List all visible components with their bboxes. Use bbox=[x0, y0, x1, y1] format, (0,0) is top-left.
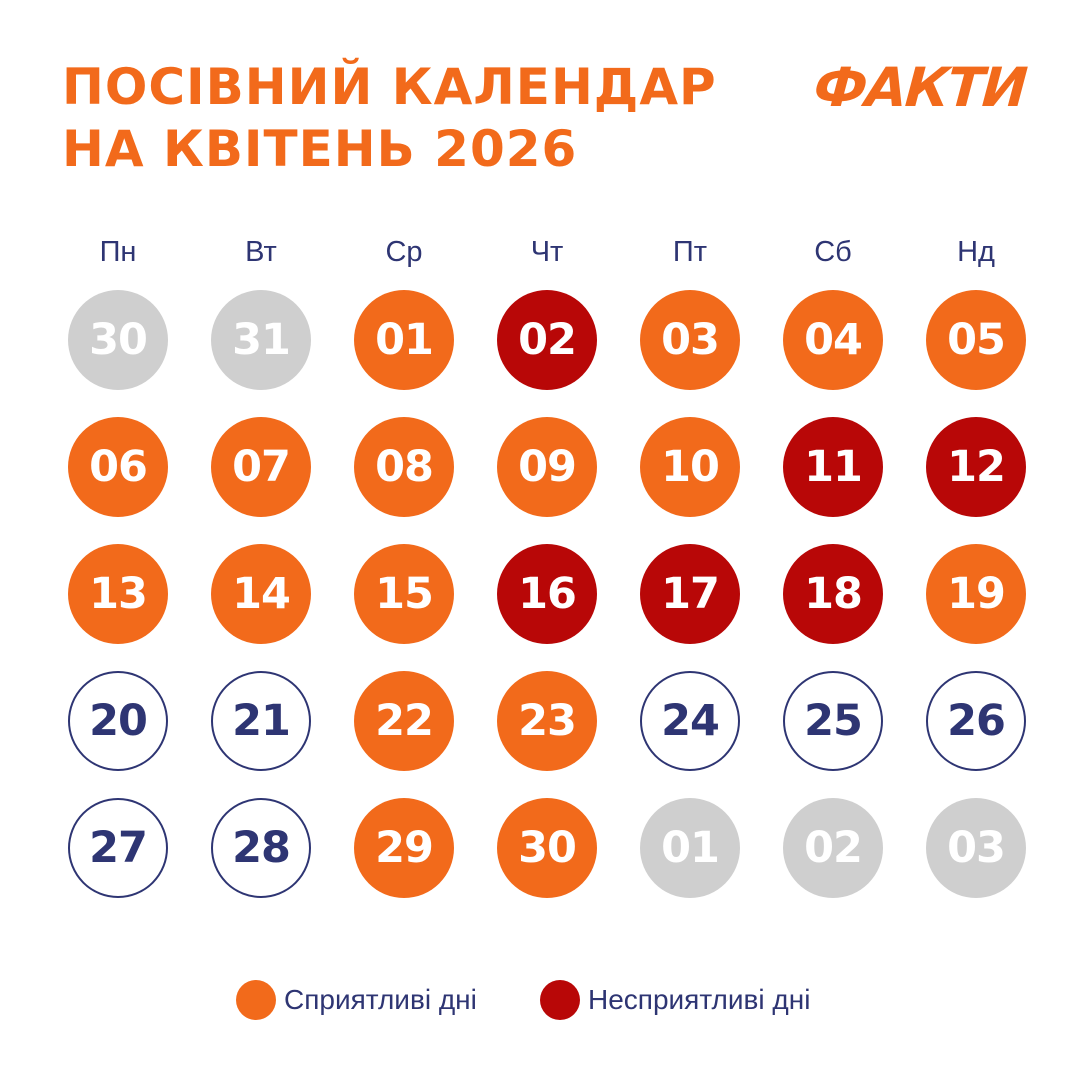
calendar-day-good: 19 bbox=[926, 544, 1026, 644]
weekday-fri: Пт bbox=[672, 236, 708, 268]
title-line-1: ПОСІВНИЙ КАЛЕНДАР bbox=[62, 58, 717, 116]
calendar-day-neutral: 21 bbox=[211, 671, 311, 771]
calendar-day-bad: 02 bbox=[497, 290, 597, 390]
calendar-day-good: 14 bbox=[211, 544, 311, 644]
weekday-header-row: Пн Вт Ср Чт Пт Сб Нд bbox=[47, 236, 1047, 276]
calendar-day-bad: 11 bbox=[783, 417, 883, 517]
calendar-day-other: 01 bbox=[640, 798, 740, 898]
calendar-day-neutral: 26 bbox=[926, 671, 1026, 771]
calendar-day-good: 23 bbox=[497, 671, 597, 771]
weekday-thu: Чт bbox=[530, 236, 564, 268]
calendar-day-bad: 17 bbox=[640, 544, 740, 644]
legend-item-bad: Несприятливі дні bbox=[540, 980, 810, 1020]
calendar-day-good: 06 bbox=[68, 417, 168, 517]
calendar-day-bad: 12 bbox=[926, 417, 1026, 517]
legend-good-dot bbox=[236, 980, 276, 1020]
calendar-day-good: 07 bbox=[211, 417, 311, 517]
weekday-sat: Сб bbox=[814, 236, 852, 268]
page-title: ПОСІВНИЙ КАЛЕНДАР НА КВІТЕНЬ 2026 bbox=[62, 56, 717, 180]
calendar-day-neutral: 25 bbox=[783, 671, 883, 771]
legend-bad-dot bbox=[540, 980, 580, 1020]
calendar-day-other: 30 bbox=[68, 290, 168, 390]
weekday-sun: Нд bbox=[957, 236, 995, 268]
calendar-day-good: 30 bbox=[497, 798, 597, 898]
calendar-day-good: 15 bbox=[354, 544, 454, 644]
calendar-day-good: 29 bbox=[354, 798, 454, 898]
legend-good-label: Сприятливі дні bbox=[284, 984, 477, 1015]
calendar-day-neutral: 27 bbox=[68, 798, 168, 898]
weekday-wed: Ср bbox=[385, 236, 423, 268]
legend: Сприятливі дні Несприятливі дні bbox=[0, 980, 1080, 1030]
calendar-day-good: 03 bbox=[640, 290, 740, 390]
weekday-mon: Пн bbox=[99, 236, 137, 268]
calendar-day-good: 22 bbox=[354, 671, 454, 771]
calendar-day-neutral: 20 bbox=[68, 671, 168, 771]
calendar-day-bad: 16 bbox=[497, 544, 597, 644]
calendar-day-other: 31 bbox=[211, 290, 311, 390]
legend-bad-label: Несприятливі дні bbox=[588, 984, 811, 1015]
calendar-day-good: 09 bbox=[497, 417, 597, 517]
calendar-day-other: 02 bbox=[783, 798, 883, 898]
calendar-day-good: 08 bbox=[354, 417, 454, 517]
calendar-day-good: 05 bbox=[926, 290, 1026, 390]
title-line-2: НА КВІТЕНЬ 2026 bbox=[62, 120, 578, 178]
calendar-day-neutral: 24 bbox=[640, 671, 740, 771]
calendar-day-neutral: 28 bbox=[211, 798, 311, 898]
calendar-day-good: 10 bbox=[640, 417, 740, 517]
calendar-day-good: 01 bbox=[354, 290, 454, 390]
legend-item-good: Сприятливі дні bbox=[236, 980, 477, 1020]
weekday-tue: Вт bbox=[245, 236, 277, 268]
calendar-day-bad: 18 bbox=[783, 544, 883, 644]
calendar-day-good: 04 bbox=[783, 290, 883, 390]
calendar-day-other: 03 bbox=[926, 798, 1026, 898]
calendar-day-good: 13 bbox=[68, 544, 168, 644]
